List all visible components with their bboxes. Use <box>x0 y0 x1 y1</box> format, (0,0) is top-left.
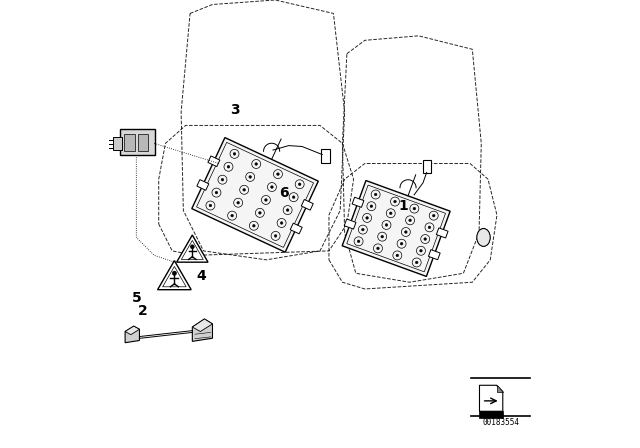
Text: 5: 5 <box>131 291 141 305</box>
Polygon shape <box>352 197 364 207</box>
Circle shape <box>394 200 396 203</box>
Polygon shape <box>344 219 356 229</box>
Circle shape <box>357 240 360 243</box>
Polygon shape <box>342 181 450 276</box>
Circle shape <box>259 211 261 214</box>
Circle shape <box>415 261 418 264</box>
Circle shape <box>298 183 301 185</box>
Circle shape <box>227 165 230 168</box>
Circle shape <box>271 185 273 188</box>
Circle shape <box>413 207 416 210</box>
Text: 00183554: 00183554 <box>482 418 519 427</box>
Polygon shape <box>479 385 503 411</box>
Text: 6: 6 <box>279 185 289 200</box>
Polygon shape <box>428 250 440 260</box>
Circle shape <box>370 205 372 207</box>
Circle shape <box>420 250 422 252</box>
Circle shape <box>424 238 426 241</box>
Polygon shape <box>192 319 212 341</box>
Circle shape <box>409 219 412 222</box>
Circle shape <box>286 209 289 211</box>
Circle shape <box>374 193 377 196</box>
Circle shape <box>433 214 435 217</box>
Circle shape <box>264 198 268 201</box>
Polygon shape <box>157 261 191 290</box>
Circle shape <box>362 228 364 231</box>
Polygon shape <box>192 138 318 252</box>
Polygon shape <box>192 319 212 332</box>
Circle shape <box>400 242 403 245</box>
Polygon shape <box>208 156 220 167</box>
FancyBboxPatch shape <box>321 149 330 163</box>
Circle shape <box>215 191 218 194</box>
Polygon shape <box>301 199 313 210</box>
Circle shape <box>237 202 239 204</box>
Circle shape <box>381 235 383 238</box>
Circle shape <box>276 173 279 176</box>
Circle shape <box>231 214 234 217</box>
Circle shape <box>209 204 212 207</box>
Text: 2: 2 <box>138 304 148 319</box>
Bar <box>479 411 503 418</box>
Polygon shape <box>125 326 140 335</box>
Circle shape <box>376 247 380 250</box>
Circle shape <box>389 212 392 215</box>
Polygon shape <box>497 385 503 392</box>
Circle shape <box>404 231 407 233</box>
Text: 1: 1 <box>398 199 408 213</box>
Text: 3: 3 <box>230 103 240 117</box>
Circle shape <box>172 271 177 276</box>
Polygon shape <box>177 235 208 262</box>
Polygon shape <box>125 326 140 343</box>
Circle shape <box>253 224 255 227</box>
Circle shape <box>396 254 399 257</box>
Bar <box>138 134 148 151</box>
Circle shape <box>249 176 252 178</box>
FancyBboxPatch shape <box>423 160 431 173</box>
Circle shape <box>292 196 295 198</box>
Circle shape <box>243 189 246 191</box>
Text: 4: 4 <box>196 268 206 283</box>
Circle shape <box>280 222 283 224</box>
Ellipse shape <box>477 228 490 246</box>
Polygon shape <box>290 223 302 234</box>
Circle shape <box>385 224 388 226</box>
Circle shape <box>221 178 224 181</box>
FancyBboxPatch shape <box>120 129 155 155</box>
Polygon shape <box>436 228 448 238</box>
Polygon shape <box>197 180 209 190</box>
Circle shape <box>190 245 195 249</box>
Circle shape <box>428 226 431 228</box>
Circle shape <box>255 163 257 165</box>
Bar <box>124 134 135 151</box>
Circle shape <box>274 235 277 237</box>
Bar <box>113 137 122 150</box>
Circle shape <box>366 216 369 219</box>
Circle shape <box>233 152 236 155</box>
